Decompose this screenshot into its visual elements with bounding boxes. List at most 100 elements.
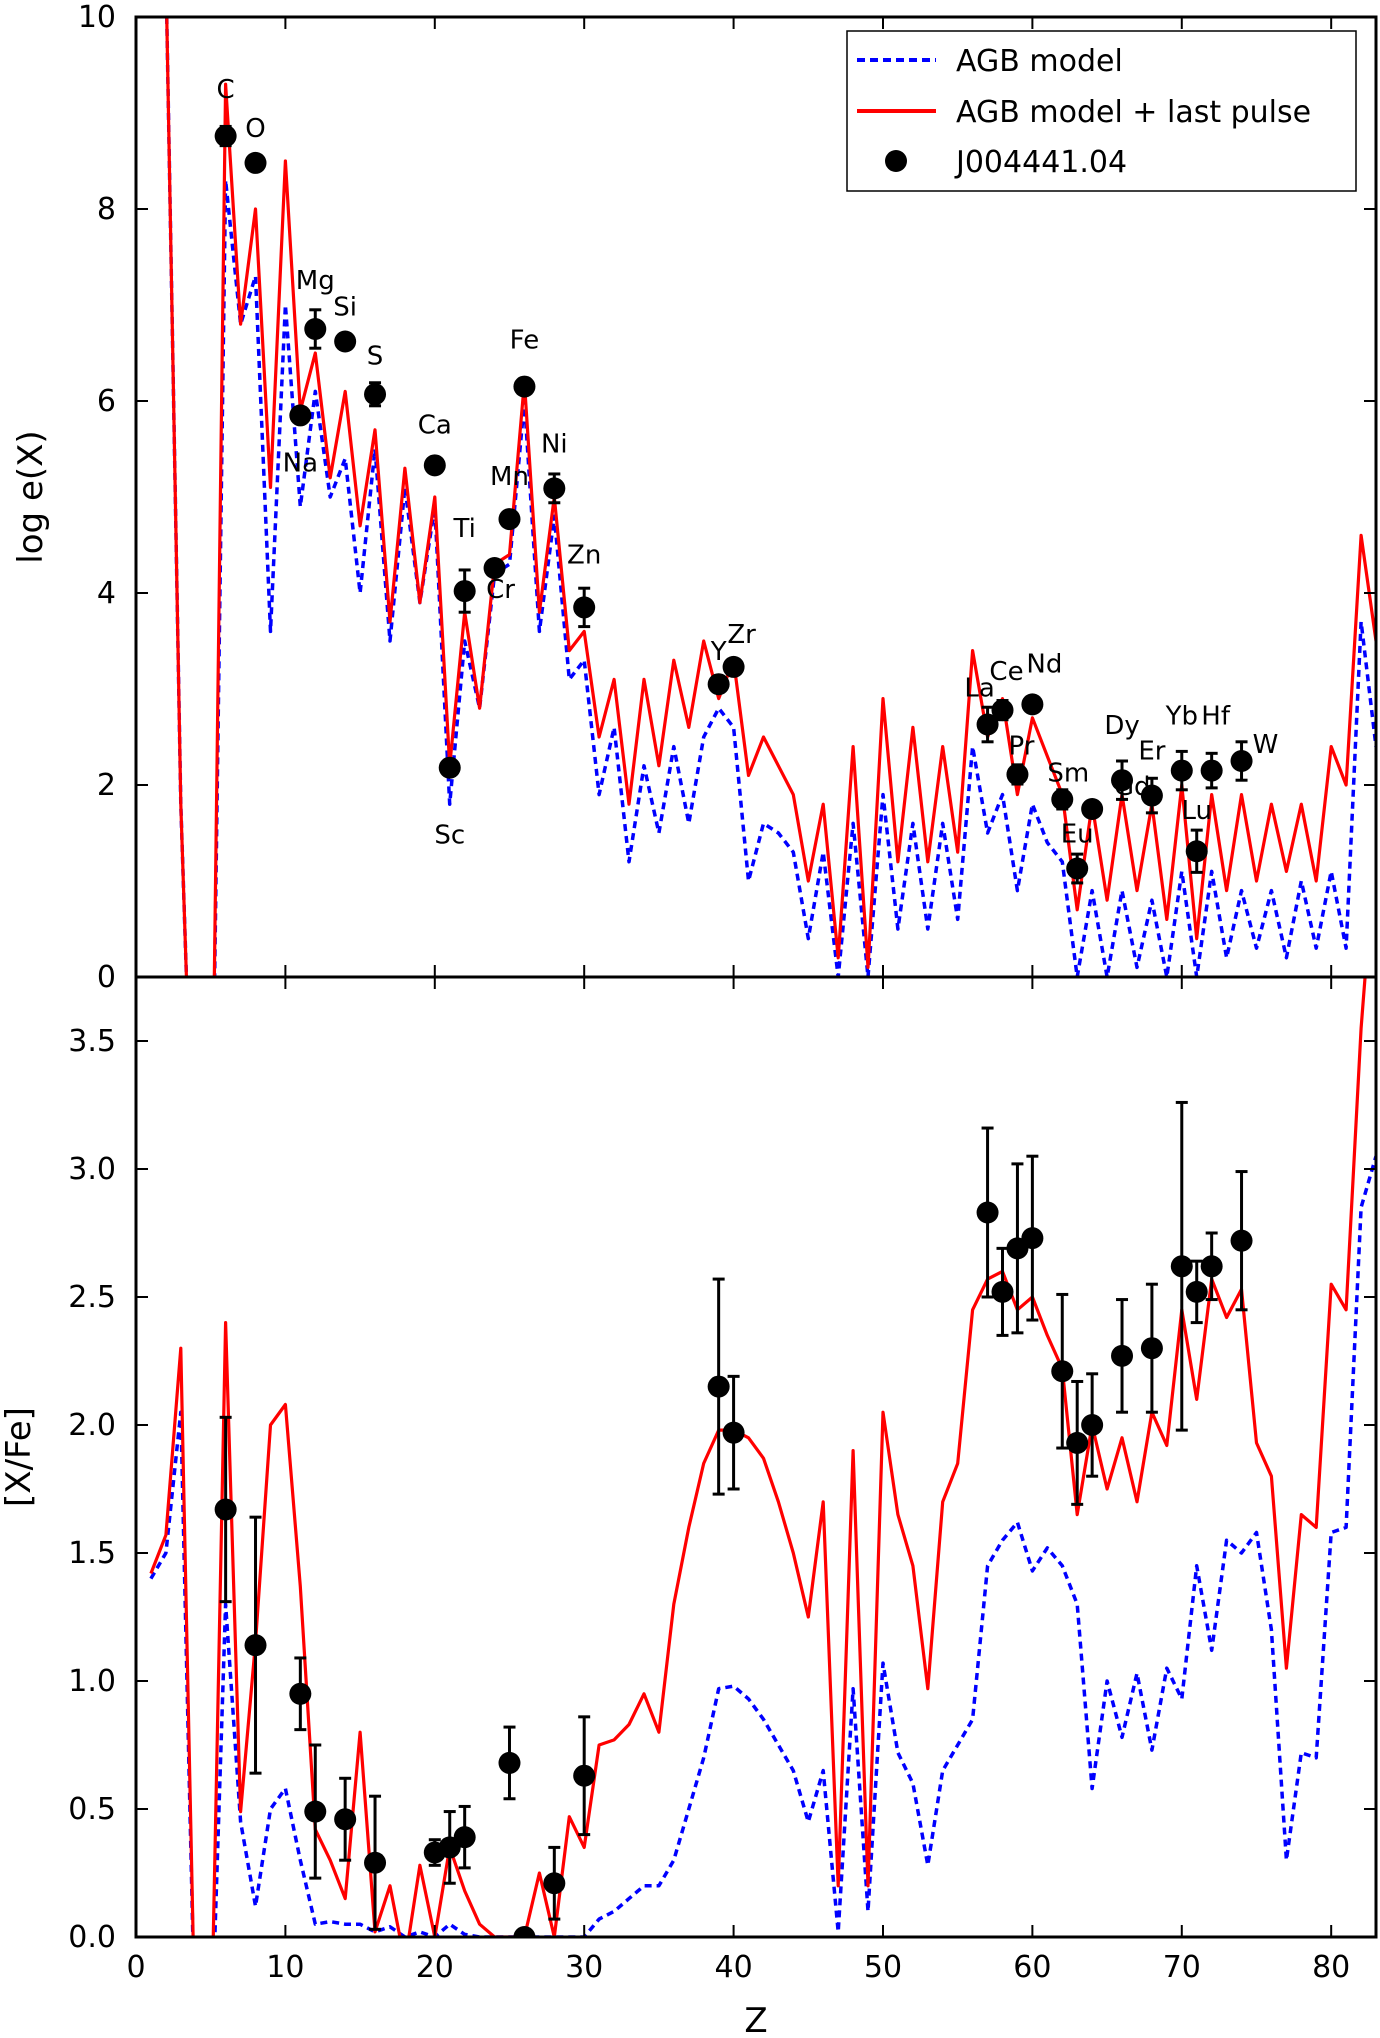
element-label-si: Si [333, 292, 357, 322]
series-line-agb-model-last-pulse [165, 17, 1376, 977]
data-point-sc [438, 756, 461, 779]
data-point-mn [498, 508, 521, 531]
data-point-z64 [1081, 1414, 1104, 1436]
data-point-mg [304, 318, 327, 340]
xtick-label: 30 [565, 1950, 603, 1985]
bottom-axes-frame [134, 975, 1378, 1939]
legend-label-agb-last-pulse: AGB model + last pulse [956, 95, 1311, 130]
data-point-z6 [214, 1498, 237, 1521]
xtick-label: 60 [1013, 1950, 1051, 1985]
data-point-fe [513, 375, 536, 398]
data-point-gd [1081, 798, 1104, 820]
top-ytick-label: 8 [97, 192, 116, 227]
x-axis-label-z: Z [744, 2001, 767, 2038]
element-label-mg: Mg [296, 266, 335, 296]
data-point-nd [1021, 693, 1044, 716]
data-point-pr [1006, 763, 1029, 786]
data-point-lu [1185, 840, 1208, 863]
data-point-z40 [722, 1421, 745, 1444]
data-point-c [214, 125, 237, 148]
data-point-y [707, 673, 730, 696]
element-label-hf: Hf [1201, 702, 1231, 732]
legend: AGB model AGB model + last pulse J004441… [846, 30, 1357, 192]
top-ytick-label: 4 [97, 576, 116, 611]
data-point-z26 [513, 1926, 536, 1937]
data-point-o [244, 151, 267, 174]
element-label-na: Na [283, 448, 318, 478]
bottom-ytick-label: 1.5 [68, 1536, 116, 1571]
data-point-z68 [1140, 1337, 1163, 1360]
data-point-er [1140, 784, 1163, 807]
element-label-c: C [217, 75, 235, 105]
element-label-er: Er [1138, 737, 1165, 767]
element-label-zr: Zr [727, 620, 756, 650]
data-point-z30 [573, 1764, 596, 1787]
element-label-cr: Cr [486, 575, 515, 605]
data-point-yb [1170, 759, 1193, 782]
element-label-ti: Ti [453, 514, 476, 544]
series-line-agb-model [165, 17, 1376, 977]
data-point-na [289, 404, 312, 427]
legend-label-agb-model: AGB model [956, 44, 1123, 79]
series-line-agb-model [149, 1155, 1376, 1937]
xtick-label: 70 [1163, 1950, 1201, 1985]
data-point-eu [1066, 857, 1089, 880]
xtick-label: 40 [714, 1950, 752, 1985]
bottom-ytick-label: 2.5 [68, 1280, 116, 1315]
data-point-zr [722, 655, 745, 678]
bottom-ytick-label: 0.0 [68, 1920, 116, 1955]
data-point-z62 [1051, 1360, 1074, 1383]
data-point-dy [1111, 769, 1134, 792]
y-axis-label-x-fe: [X/Fe] [0, 1407, 39, 1507]
element-label-ni: Ni [541, 429, 568, 459]
element-label-la: La [964, 674, 994, 704]
data-point-z8 [244, 1634, 267, 1657]
element-label-o: O [245, 114, 265, 144]
bottom-panel-x-over-fe: 0.0 0.5 1.0 1.5 2.0 2.5 3.0 3.5 0 10 20 30 40 50 60 70 8… [0, 975, 1378, 2038]
element-label-eu: Eu [1061, 820, 1094, 850]
data-point-s [364, 383, 387, 406]
data-point-z14 [334, 1808, 357, 1831]
data-point-z58 [991, 1280, 1014, 1303]
data-point-zn [573, 596, 596, 619]
xtick-label: 20 [416, 1950, 454, 1985]
element-label-lu: Lu [1181, 796, 1212, 826]
data-point-ca [423, 454, 446, 477]
bottom-ytick-label: 1.0 [68, 1664, 116, 1699]
data-point-z74 [1230, 1229, 1253, 1252]
data-point-z66 [1111, 1344, 1134, 1367]
data-point-z39 [707, 1375, 730, 1398]
data-point-ce [991, 699, 1014, 722]
bottom-ytick-label: 2.0 [68, 1408, 116, 1443]
data-point-z28 [543, 1872, 566, 1895]
element-label-y: Y [710, 637, 727, 667]
data-point-z11 [289, 1682, 312, 1705]
top-ytick-label: 0 [97, 960, 116, 995]
data-point-sm [1051, 788, 1074, 811]
legend-label-star: J004441.04 [954, 145, 1127, 180]
xtick-label: 0 [126, 1950, 145, 1985]
bottom-ytick-label: 0.5 [68, 1792, 116, 1827]
element-label-dy: Dy [1104, 711, 1139, 741]
bottom-ytick-label: 3.5 [68, 1024, 116, 1059]
data-point-w [1230, 750, 1253, 772]
data-point-ti [453, 580, 476, 603]
legend-marker-star [885, 150, 907, 172]
data-point-z70 [1170, 1255, 1193, 1278]
data-point-z72 [1200, 1255, 1223, 1278]
element-label-mn: Mn [490, 462, 529, 492]
element-label-w: W [1253, 730, 1279, 760]
xtick-label: 50 [864, 1950, 902, 1985]
xtick-label: 10 [266, 1950, 304, 1985]
data-point-z71 [1185, 1280, 1208, 1303]
data-point-ni [543, 477, 566, 500]
element-label-ce: Ce [989, 657, 1023, 687]
data-point-la [976, 713, 999, 736]
xtick-label: 80 [1312, 1950, 1350, 1985]
y-axis-label-log-e: log e(X) [11, 430, 51, 563]
element-label-pr: Pr [1008, 731, 1034, 761]
data-point-z22 [453, 1826, 476, 1849]
data-point-hf [1200, 759, 1223, 782]
